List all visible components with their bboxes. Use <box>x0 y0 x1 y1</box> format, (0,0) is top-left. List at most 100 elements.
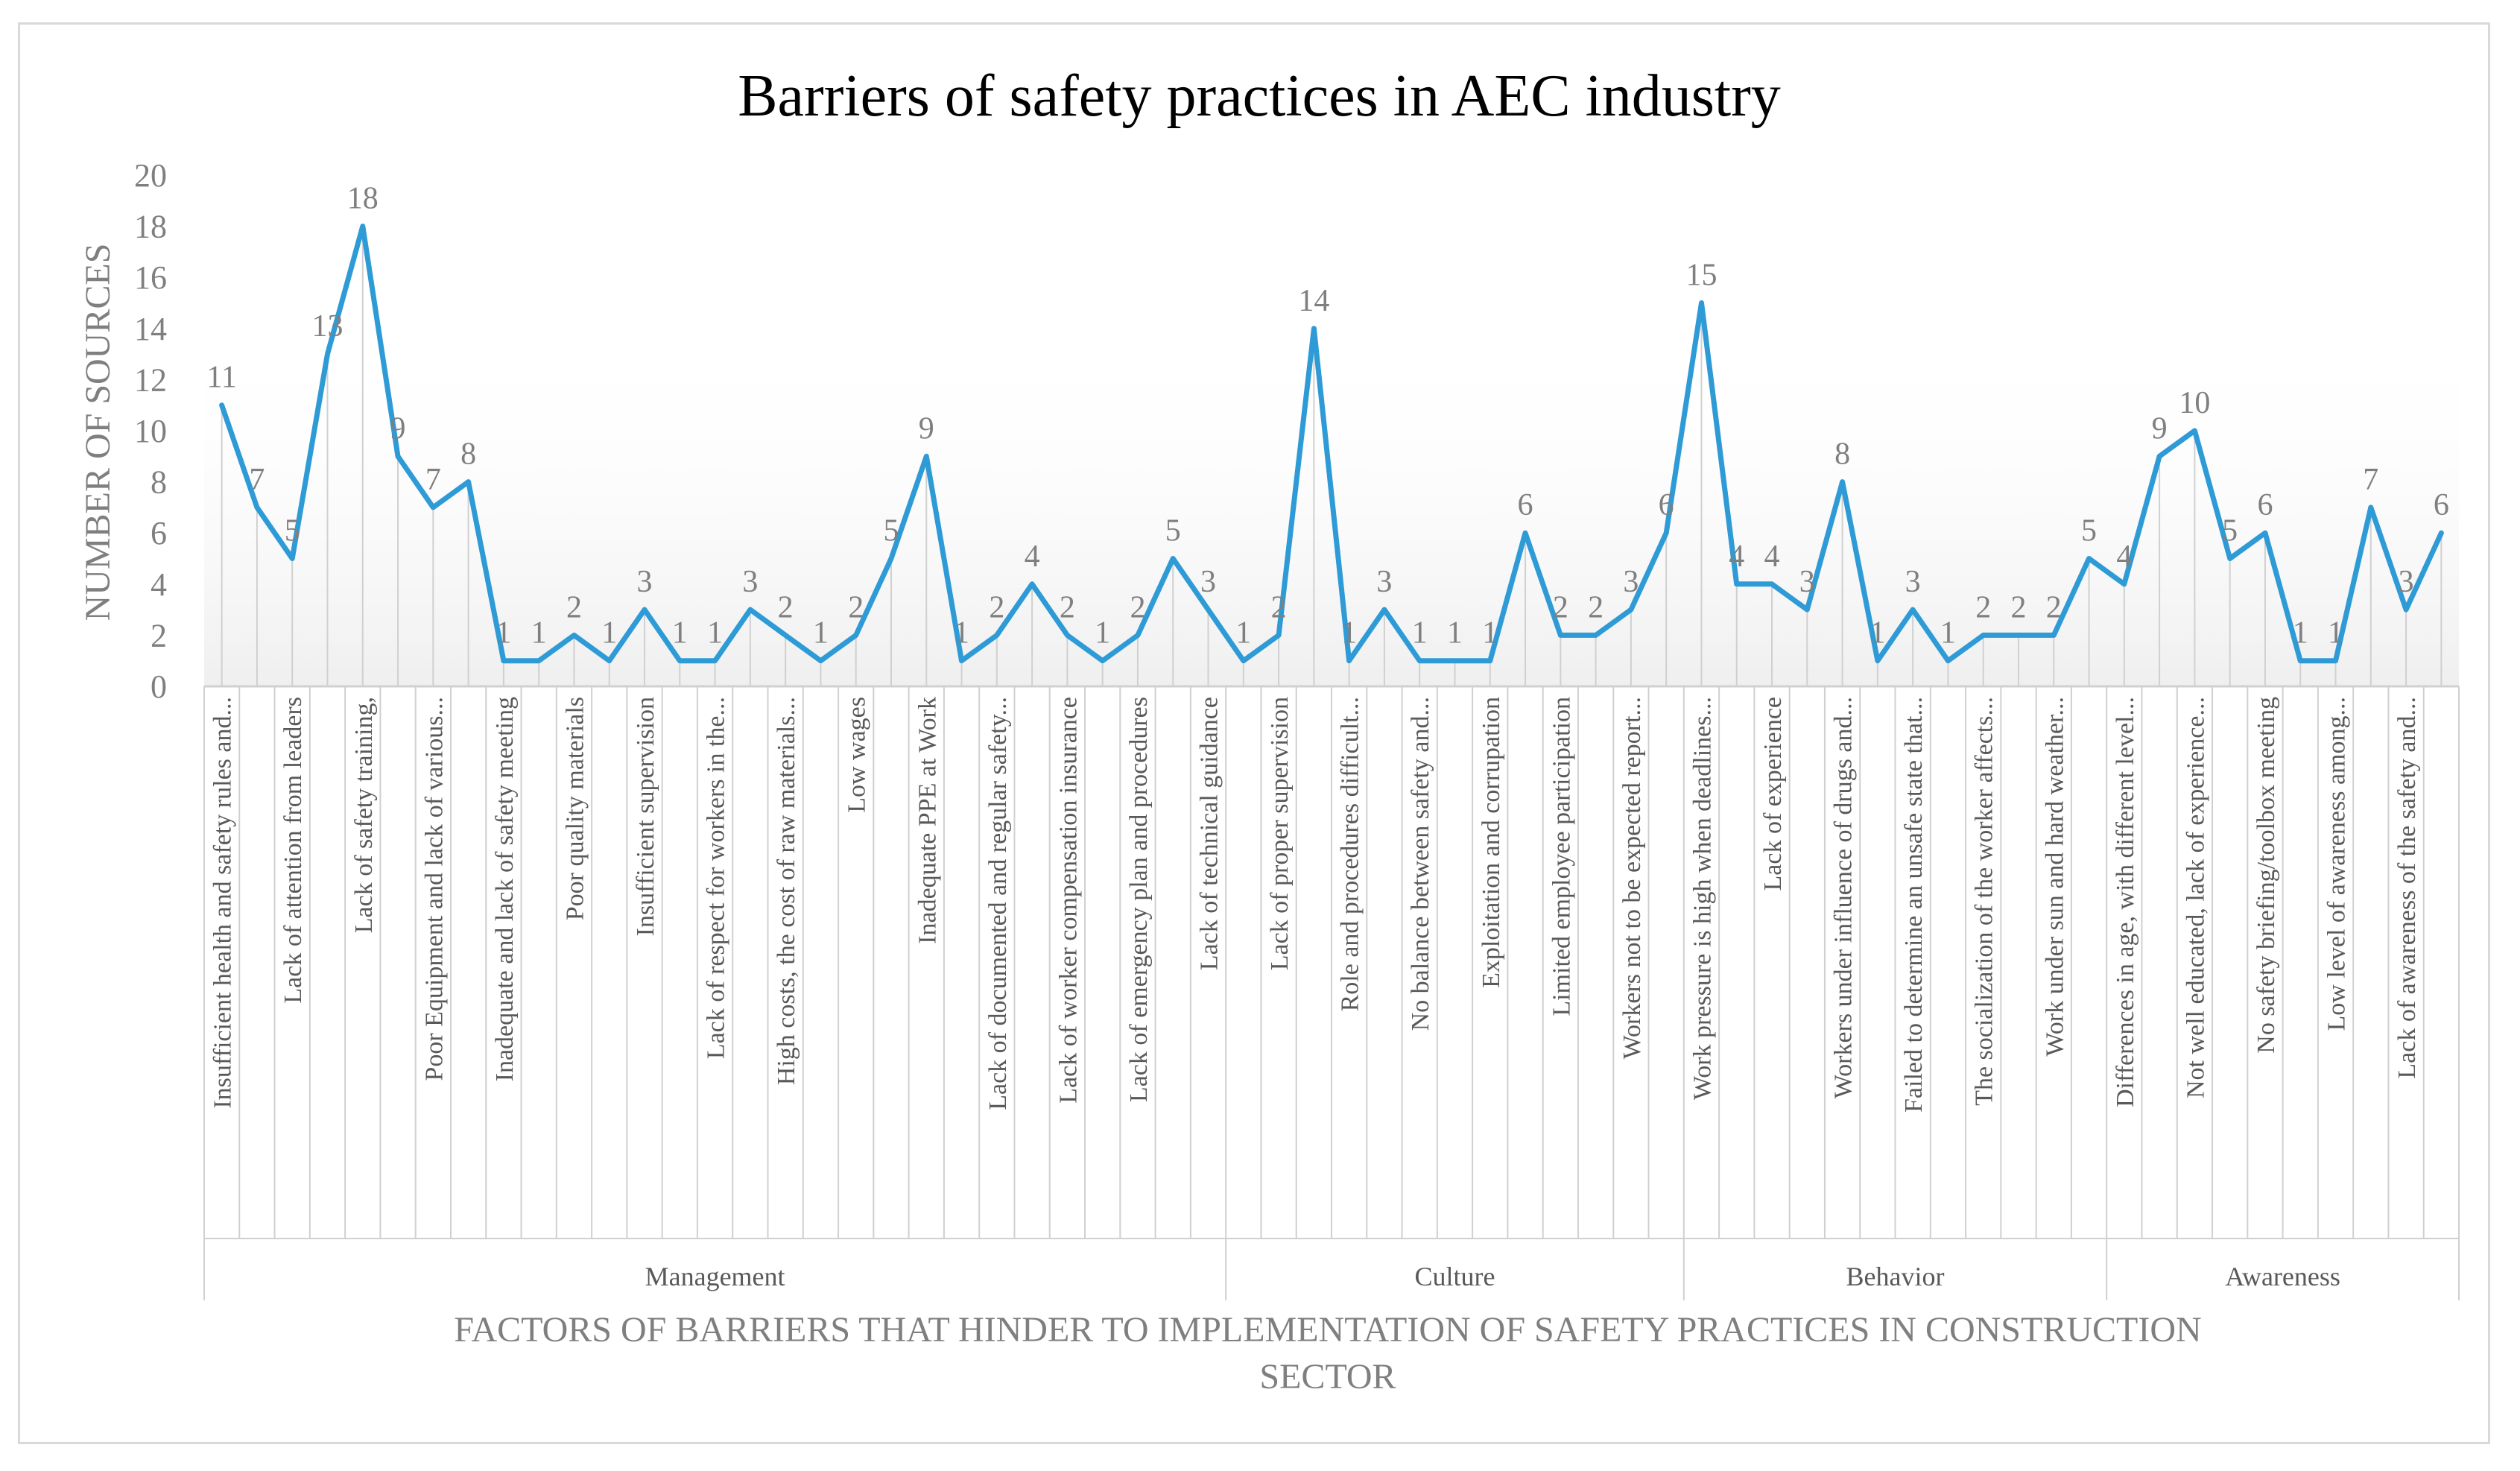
data-label: 1 <box>531 616 547 651</box>
category-label: Workers under influence of drugs and... <box>1830 697 1858 1098</box>
data-label: 7 <box>249 463 265 497</box>
y-tick-label: 6 <box>151 515 167 551</box>
group-label: Management <box>645 1262 785 1291</box>
category-label: Not well educated, lack of experience... <box>2182 697 2209 1098</box>
drop-lines <box>221 226 2443 686</box>
category-label: Insufficient supervision <box>632 697 659 936</box>
category-label: Lack of awareness of the safety and... <box>2393 697 2421 1079</box>
data-label: 7 <box>2363 463 2378 497</box>
data-label: 3 <box>1376 565 1392 599</box>
data-label: 5 <box>285 514 300 548</box>
data-label: 1 <box>2293 616 2308 651</box>
data-label: 9 <box>2152 411 2168 446</box>
y-axis-ticks: 0 2 4 6 8 10 12 14 16 18 20 <box>134 157 167 705</box>
category-label: Insufficient health and safety rules and… <box>209 697 237 1109</box>
data-label: 4 <box>1729 540 1744 574</box>
category-label: Differences in age, with different level… <box>2112 697 2139 1107</box>
data-label: 9 <box>919 411 934 446</box>
data-label: 10 <box>2179 386 2210 420</box>
data-label: 1 <box>1447 616 1463 651</box>
category-label: Lack of technical guidance <box>1196 697 1223 970</box>
data-label: 2 <box>848 590 864 624</box>
category-label: Limited employee participation <box>1548 697 1575 1016</box>
data-label: 8 <box>1834 437 1850 472</box>
chart-frame <box>18 22 2490 1444</box>
category-label: Inadequate PPE at Work <box>914 697 941 944</box>
data-label: 11 <box>206 361 236 395</box>
group-label: Awareness <box>2225 1262 2340 1291</box>
y-tick-label: 14 <box>134 311 167 347</box>
x-axis-title-line-1: FACTORS OF BARRIERS THAT HINDER TO IMPLE… <box>454 1310 2201 1350</box>
y-tick-label: 20 <box>134 157 167 194</box>
chart-title: Barriers of safety practices in AEC indu… <box>738 63 1781 129</box>
series-line <box>219 224 2444 664</box>
data-label: 18 <box>347 182 379 216</box>
series-line-path <box>219 224 2444 664</box>
data-label: 2 <box>2010 590 2026 624</box>
data-label: 1 <box>1482 616 1498 651</box>
y-tick-label: 8 <box>151 464 167 501</box>
y-tick-label: 2 <box>151 617 167 654</box>
x-axis-title-line-2: SECTOR <box>1259 1357 1396 1396</box>
category-label: Lack of emergency plan and procedures <box>1125 697 1153 1102</box>
group-label: Culture <box>1414 1262 1495 1291</box>
data-label: 1 <box>601 616 617 651</box>
data-label: 1 <box>1341 616 1357 651</box>
data-label: 2 <box>1975 590 1991 624</box>
data-label: 2 <box>1271 590 1287 624</box>
data-label: 2 <box>1060 590 1075 624</box>
category-label: Workers not to be expected report... <box>1618 697 1646 1059</box>
data-label: 4 <box>1025 540 1040 574</box>
data-label: 1 <box>1870 616 1885 651</box>
data-label: 5 <box>2222 514 2238 548</box>
data-label: 4 <box>2116 540 2132 574</box>
y-tick-label: 0 <box>151 668 167 705</box>
category-label: Low wages <box>843 697 871 813</box>
data-label: 2 <box>566 590 582 624</box>
data-label: 6 <box>1518 488 1533 522</box>
category-label: Low level of awareness among... <box>2323 697 2351 1031</box>
category-label: The socialization of the worker affects.… <box>1971 697 1998 1106</box>
data-label: 3 <box>637 565 653 599</box>
data-label: 2 <box>1588 590 1604 624</box>
data-label: 3 <box>2399 565 2414 599</box>
category-label: Work under sun and hard weather... <box>2041 697 2068 1057</box>
data-label: 5 <box>2081 514 2097 548</box>
category-label: High costs, the cost of raw materials... <box>773 697 800 1085</box>
data-label: 2 <box>989 590 1004 624</box>
y-tick-label: 16 <box>134 259 167 296</box>
category-label: Lack of safety training, <box>350 697 378 933</box>
category-label: Role and procedures difficult... <box>1337 697 1364 1011</box>
data-label: 8 <box>460 437 476 472</box>
data-label: 2 <box>1130 590 1145 624</box>
group-label: Behavior <box>1846 1262 1945 1291</box>
category-label: Lack of worker compensation insurance <box>1054 697 1082 1104</box>
data-label: 1 <box>813 616 829 651</box>
y-axis-title: NUMBER OF SOURCES <box>78 244 118 621</box>
data-label: 2 <box>2046 590 2062 624</box>
group-labels: Management Culture Behavior Awareness <box>645 1262 2340 1291</box>
data-label: 1 <box>2328 616 2343 651</box>
data-label: 14 <box>1298 284 1329 318</box>
data-label: 6 <box>2434 488 2449 522</box>
data-label: 15 <box>1685 259 1717 293</box>
category-label: Lack of attention from leaders <box>279 697 307 1004</box>
data-label: 1 <box>496 616 511 651</box>
category-label: Lack of experience <box>1759 697 1787 891</box>
data-label: 2 <box>1553 590 1568 624</box>
data-label: 3 <box>1200 565 1216 599</box>
y-tick-label: 12 <box>134 361 167 398</box>
data-label: 5 <box>1165 514 1181 548</box>
data-label: 3 <box>1905 565 1921 599</box>
category-label: Inadequate and lack of safety meeting <box>491 697 519 1081</box>
data-label: 1 <box>954 616 969 651</box>
category-label: Lack of proper supervision <box>1266 697 1294 970</box>
data-label: 6 <box>2257 488 2273 522</box>
data-label: 3 <box>742 565 758 599</box>
data-label: 1 <box>1412 616 1428 651</box>
data-label: 7 <box>425 463 441 497</box>
category-label: Lack of respect for workers in the... <box>703 697 730 1059</box>
data-label: 9 <box>390 411 406 446</box>
data-label: 13 <box>311 309 343 344</box>
